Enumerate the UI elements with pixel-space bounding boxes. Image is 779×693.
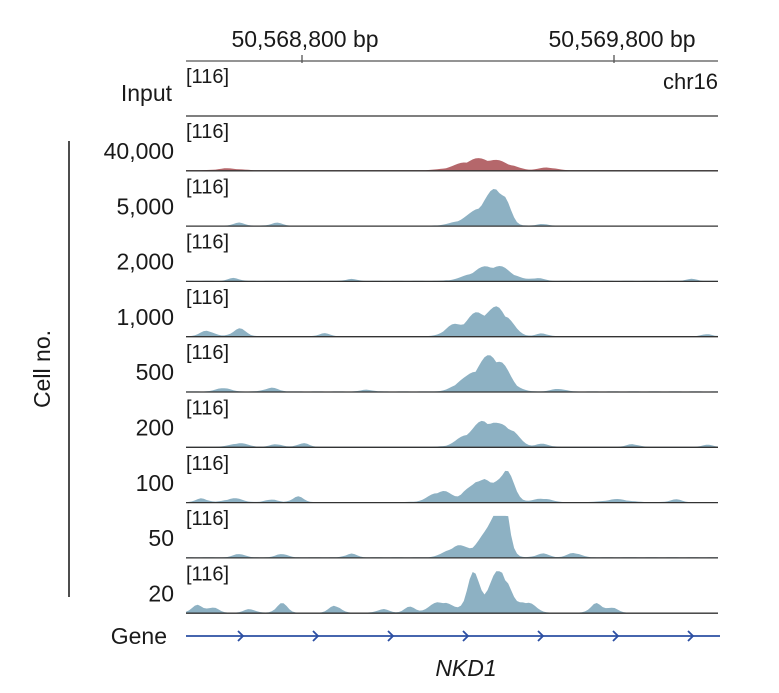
sample-signal-area — [186, 571, 718, 614]
track-scale-label: [116] — [186, 342, 229, 364]
track-cell-number-label: 2,000 — [116, 249, 174, 275]
track-cell-number-label: 50 — [148, 525, 174, 551]
strand-arrow-icon — [537, 630, 545, 642]
track-1: 40,000 [116] — [104, 121, 718, 172]
track-scale-label: [116] — [186, 232, 229, 254]
input-signal-area — [186, 158, 718, 171]
track-8: 50 [116] — [148, 508, 718, 559]
track-scale-label: [116] — [186, 563, 229, 585]
track-scale-label: [116] — [186, 453, 229, 475]
sample-signal-area — [186, 515, 718, 558]
track-9: 20 [116] — [148, 563, 718, 614]
track-cell-number-label: 20 — [148, 580, 174, 606]
track-cell-number-label: 40,000 — [104, 138, 174, 164]
track-scale-label: [116] — [186, 398, 229, 420]
track-scale-label: [116] — [186, 287, 229, 309]
coordinate-right-label: 50,569,800 bp — [548, 26, 695, 52]
track-cell-number-label: 5,000 — [116, 193, 174, 219]
track-scale-label: [116] — [186, 121, 229, 143]
track-scale-label: [116] — [186, 508, 229, 530]
sample-signal-area — [186, 355, 718, 392]
coordinate-ruler: 50,568,800 bp 50,569,800 bp — [186, 26, 718, 63]
track-cell-number-label: 500 — [136, 359, 174, 385]
sample-signal-area — [186, 420, 718, 448]
track-3: 2,000 [116] — [116, 232, 718, 283]
chromosome-label: chr16 — [663, 69, 718, 94]
track-4: 1,000 [116] — [116, 287, 718, 338]
strand-arrow-icon — [612, 630, 620, 642]
track-cell-number-label: 200 — [136, 415, 174, 441]
coordinate-left-label: 50,568,800 bp — [231, 26, 378, 52]
sample-signal-area — [186, 189, 718, 227]
track-scale-label: [116] — [186, 176, 229, 198]
signal-tracks: 40,000 [116] 5,000 [116] 2,000 [116] 1,000 [116… — [104, 121, 718, 614]
cell-number-axis: Cell no. — [29, 141, 70, 597]
strand-arrow-icon — [387, 630, 395, 642]
sample-signal-area — [186, 470, 718, 503]
strand-arrow-icon — [312, 630, 320, 642]
cell-axis-label: Cell no. — [29, 330, 55, 408]
gene-name: NKD1 — [435, 655, 496, 681]
strand-arrow-icon — [237, 630, 245, 642]
track-cell-number-label: 100 — [136, 470, 174, 496]
input-track: Input [116] chr16 — [121, 66, 718, 117]
gene-track: Gene NKD1 — [111, 623, 720, 681]
track-7: 100 [116] — [136, 453, 718, 504]
track-5: 500 [116] — [136, 342, 718, 393]
sample-signal-area — [186, 306, 718, 337]
track-cell-number-label: 1,000 — [116, 304, 174, 330]
input-label: Input — [121, 80, 173, 106]
track-6: 200 [116] — [136, 398, 718, 448]
track-2: 5,000 [116] — [116, 176, 718, 227]
strand-arrow-icon — [687, 630, 695, 642]
gene-label: Gene — [111, 623, 167, 649]
input-scale-label: [116] — [186, 66, 229, 88]
strand-arrow-icon — [462, 630, 470, 642]
sample-signal-area — [186, 266, 718, 282]
